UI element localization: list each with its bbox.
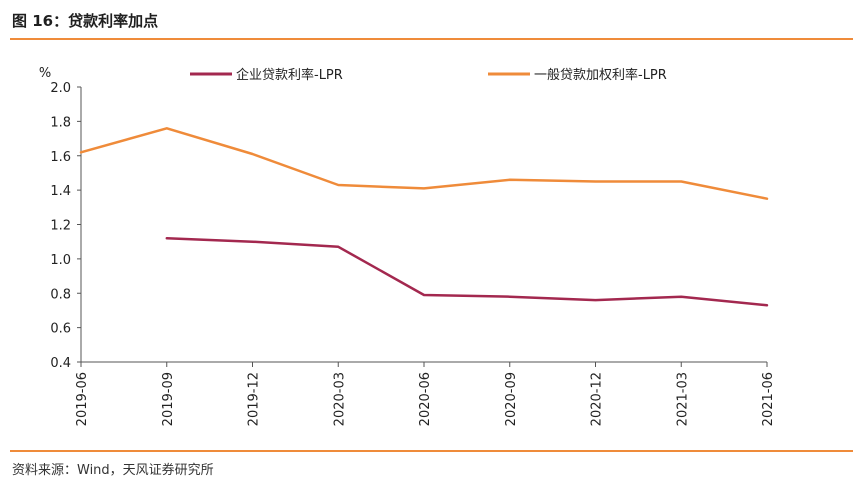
legend-label-1: 企业贷款利率-LPR (236, 67, 343, 83)
x-tick-label: 2021-06 (761, 372, 776, 426)
y-axis-unit: % (39, 66, 51, 81)
series-line-1 (165, 237, 769, 307)
chart-title: 图 16：贷款利率加点 (12, 12, 159, 30)
y-tick-label: 2.0 (50, 81, 71, 96)
chart-axes: % 0.4 0.6 0.8 1.0 1.2 1.4 1.6 1.8 2.0 2019-06 2019-… (39, 66, 776, 426)
y-tick-label: 1.8 (50, 115, 71, 130)
y-tick-label: 1.4 (50, 184, 71, 199)
bottom-divider (10, 450, 853, 452)
series-line-2 (79, 127, 769, 200)
x-tick-label: 2020-06 (418, 372, 433, 426)
source-note: 资料来源：Wind，天风证券研究所 (12, 463, 214, 478)
x-tick-label: 2020-12 (590, 372, 605, 426)
y-tick-label: 1.2 (50, 219, 71, 234)
y-tick-label: 0.8 (50, 287, 71, 302)
y-tick-label: 1.0 (50, 253, 71, 268)
x-tick-label: 2019-09 (161, 372, 176, 426)
legend-label-2: 一般贷款加权利率-LPR (534, 67, 667, 83)
top-divider (10, 38, 853, 40)
x-tick-label: 2021-03 (675, 372, 690, 426)
x-tick-label: 2019-06 (75, 372, 90, 426)
y-tick-label: 0.6 (50, 322, 71, 337)
x-tick-label: 2019-12 (247, 372, 262, 426)
x-tick-label: 2020-03 (332, 372, 347, 426)
series-layer (79, 127, 769, 307)
y-tick-label: 1.6 (50, 150, 71, 165)
y-tick-label: 0.4 (50, 356, 71, 371)
x-tick-label: 2020-09 (504, 372, 519, 426)
chart-legend: 企业贷款利率-LPR 一般贷款加权利率-LPR (190, 67, 667, 83)
